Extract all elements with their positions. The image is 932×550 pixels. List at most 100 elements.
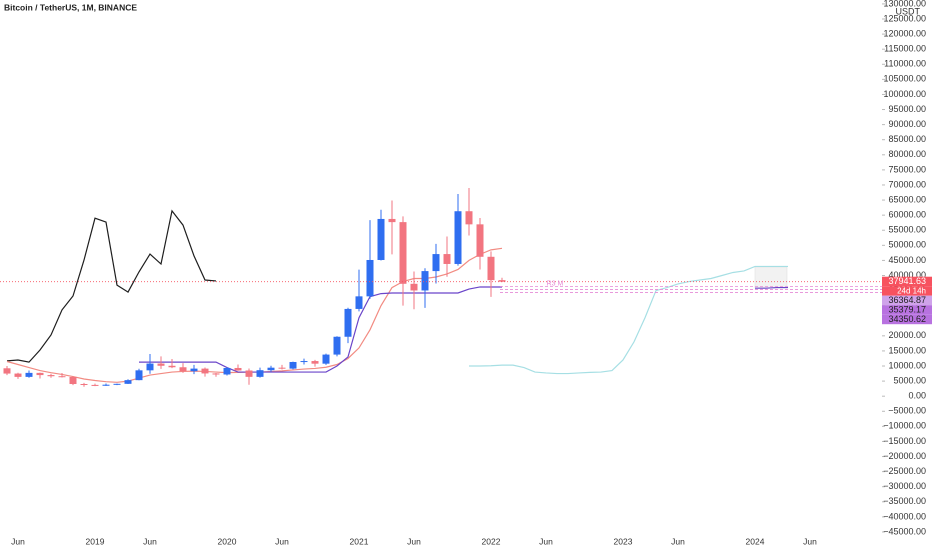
x-tick-label: Jun — [275, 536, 289, 546]
y-tick-label: 50000.00 — [888, 240, 926, 250]
candle-body — [212, 373, 220, 375]
candle-body — [487, 256, 495, 281]
candle-body — [80, 384, 88, 386]
x-tick-label: Jun — [143, 536, 157, 546]
candle-body — [388, 218, 396, 223]
y-tick-label: 105000.00 — [883, 74, 926, 84]
candle-body — [344, 308, 352, 337]
candle-body — [311, 361, 319, 364]
candle-body — [58, 376, 66, 378]
y-tick-label: 60000.00 — [888, 210, 926, 220]
y-tick-label: −25000.00 — [883, 466, 926, 476]
candle-body — [465, 211, 473, 225]
forecast-box — [754, 266, 788, 289]
y-tick-label: 5000.00 — [893, 375, 926, 385]
y-tick-label: 15000.00 — [888, 345, 926, 355]
x-tick-label: 2021 — [350, 536, 369, 546]
indicator-line — [6, 209, 217, 363]
candle-body — [300, 361, 308, 363]
y-tick-label: −5000.00 — [888, 406, 926, 416]
candle-body — [256, 370, 264, 377]
candle-body — [443, 254, 451, 264]
y-tick-label: 80000.00 — [888, 149, 926, 159]
x-tick-label: 2024 — [746, 536, 765, 546]
candle-body — [289, 362, 297, 369]
y-tick-label: 115000.00 — [884, 44, 926, 54]
price-label-bg — [882, 276, 932, 287]
annotation: R3 M — [547, 280, 564, 287]
candle-body — [267, 367, 275, 371]
y-tick-label: 40000.00 — [888, 270, 926, 280]
candle-body — [399, 222, 407, 284]
y-tick-label: 100000.00 — [883, 89, 926, 99]
y-tick-label: −20000.00 — [883, 451, 926, 461]
y-tick-label: −10000.00 — [883, 421, 926, 431]
y-tick-label: −35000.00 — [883, 496, 926, 506]
y-tick-label: 95000.00 — [888, 104, 926, 114]
y-tick-label: 45000.00 — [888, 255, 926, 265]
candle-body — [201, 368, 209, 374]
x-tick-label: Jun — [803, 536, 817, 546]
indicator-line — [139, 286, 788, 373]
candle-body — [14, 373, 22, 377]
chart-title: Bitcoin / TetherUS, 1M, BINANCE — [4, 2, 137, 12]
candle-body — [421, 271, 429, 291]
countdown-bg — [882, 286, 932, 296]
candle-body — [245, 370, 253, 377]
candle-body — [135, 370, 143, 381]
x-tick-label: Jun — [539, 536, 553, 546]
y-tick-label: 125000.00 — [883, 13, 926, 23]
y-tick-label: 0.00 — [908, 391, 926, 401]
candle-body — [91, 384, 99, 386]
x-tick-label: 2019 — [86, 536, 105, 546]
candle-body — [124, 380, 132, 384]
candle-body — [157, 363, 165, 366]
y-tick-label: 75000.00 — [888, 164, 926, 174]
candle-body — [36, 372, 44, 376]
y-tick-label: 55000.00 — [888, 225, 926, 235]
last-price-label: 37941.63 — [888, 276, 926, 286]
candle-body — [234, 367, 242, 371]
price-label: 35379.17 — [888, 304, 926, 314]
candle-body — [3, 368, 11, 374]
y-axis-label: USDT — [896, 6, 921, 16]
y-tick-label: 130000.00 — [883, 0, 926, 8]
y-tick-label: 10000.00 — [888, 360, 926, 370]
candle-body — [432, 254, 440, 272]
candle-body — [355, 296, 363, 309]
candle-body — [47, 375, 55, 377]
price-label-bg — [882, 314, 932, 325]
candle-body — [498, 280, 506, 282]
y-tick-label: 70000.00 — [888, 179, 926, 189]
y-tick-label: 110000.00 — [884, 59, 926, 69]
y-tick-label: 85000.00 — [888, 134, 926, 144]
y-tick-label: 65000.00 — [888, 194, 926, 204]
y-tick-label: 120000.00 — [883, 28, 926, 38]
candle-body — [113, 383, 121, 385]
candle-body — [179, 367, 187, 372]
candle-body — [454, 211, 462, 264]
x-tick-label: Jun — [671, 536, 685, 546]
y-tick-label: −30000.00 — [883, 481, 926, 491]
indicator-line — [469, 265, 788, 375]
candle-body — [102, 384, 110, 386]
x-tick-label: 2022 — [482, 536, 501, 546]
price-label-bg — [882, 295, 932, 306]
countdown-label: 24d 14h — [897, 286, 926, 295]
candle-body — [278, 367, 286, 369]
y-tick-label: 90000.00 — [888, 119, 926, 129]
candle-body — [190, 368, 198, 372]
candle-body — [410, 283, 418, 291]
candle-body — [146, 363, 154, 371]
x-tick-label: Jun — [407, 536, 421, 546]
candle-body — [333, 336, 341, 355]
candle-body — [25, 372, 33, 377]
y-tick-label: −15000.00 — [883, 436, 926, 446]
x-tick-label: 2023 — [614, 536, 633, 546]
candle-body — [366, 259, 374, 297]
price-label: 36364.87 — [888, 295, 926, 305]
price-label-bg — [882, 305, 932, 315]
y-tick-label: −40000.00 — [883, 511, 926, 521]
x-tick-label: Jun — [11, 536, 25, 546]
